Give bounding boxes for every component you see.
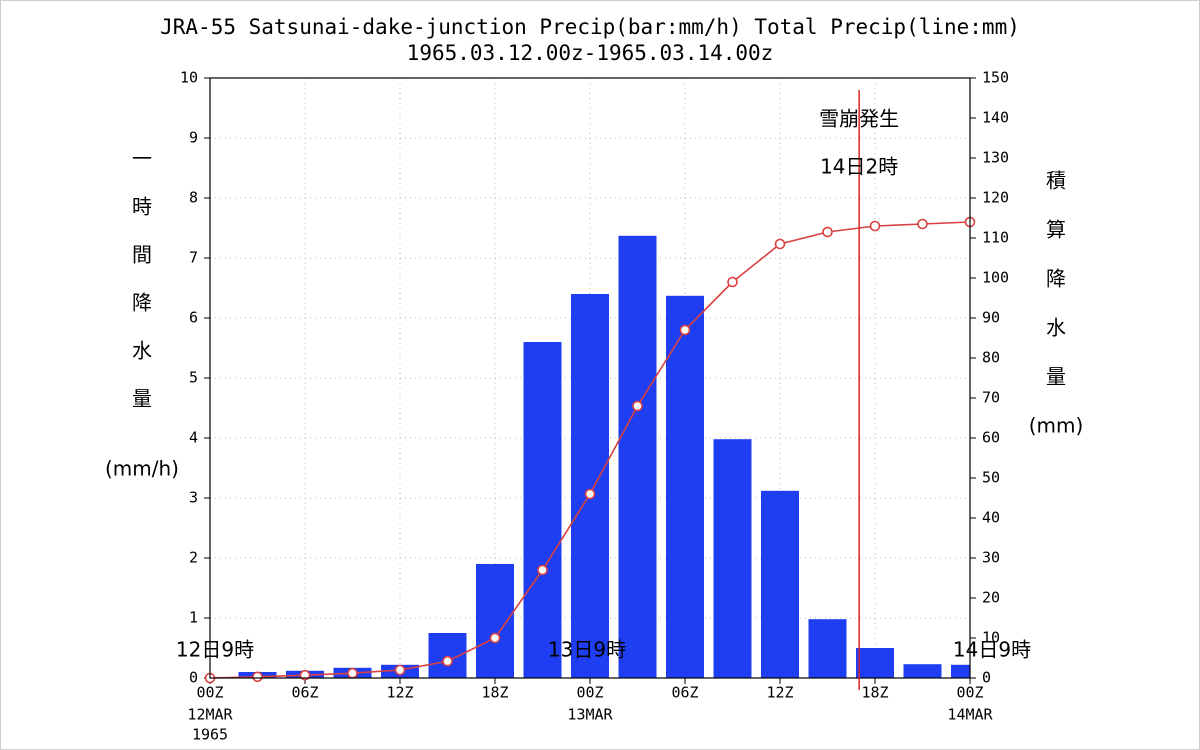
bar <box>666 295 704 678</box>
line-point <box>347 667 358 679</box>
line-point <box>394 664 406 676</box>
y2-tick-label: 140 <box>982 109 1009 127</box>
y-axis-label: (mm/h) <box>105 457 179 481</box>
line-point <box>584 488 596 500</box>
chart-title: JRA-55 Satsunai-dake-junction Precip(bar… <box>160 15 1020 39</box>
y-tick-label: 6 <box>189 309 198 327</box>
line-point <box>489 632 501 644</box>
y2-tick-label: 40 <box>982 509 1000 527</box>
y2-tick-label: 0 <box>982 669 991 687</box>
line-point <box>774 238 786 250</box>
x-tick-label: 12Z <box>766 684 793 702</box>
x-tick-label: 00Z <box>956 684 983 702</box>
bar <box>761 490 799 678</box>
y2-tick-label: 70 <box>982 389 1000 407</box>
event-label: 雪崩発生 <box>819 107 899 131</box>
y2-tick-label: 30 <box>982 549 1000 567</box>
bar <box>903 664 942 678</box>
y2-tick-label: 110 <box>982 229 1009 247</box>
y2-tick-label: 90 <box>982 309 1000 327</box>
line-point <box>822 226 833 238</box>
y-tick-label: 1 <box>189 609 198 627</box>
y-axis-label: 時 <box>132 195 152 219</box>
y-tick-label: 2 <box>189 549 198 567</box>
y2-tick-label: 10 <box>982 629 1000 647</box>
y-tick-label: 10 <box>180 69 198 87</box>
y-axis-label: 水 <box>132 339 152 363</box>
bar <box>951 664 970 678</box>
bar <box>808 619 847 678</box>
line-point <box>537 564 548 576</box>
line-point <box>442 655 453 667</box>
y2-tick-label: 20 <box>982 589 1000 607</box>
bar <box>523 342 562 678</box>
y2-tick-label: 120 <box>982 189 1009 207</box>
y-tick-label: 3 <box>189 489 198 507</box>
y2-axis-label: 算 <box>1046 218 1066 242</box>
x-date-label: 12MAR <box>187 706 233 724</box>
y2-tick-label: 80 <box>982 349 1000 367</box>
x-tick-label: 18Z <box>481 684 508 702</box>
x-tick-label: 06Z <box>671 684 698 702</box>
x-tick-label: 06Z <box>291 684 318 702</box>
line-point <box>632 400 643 412</box>
y2-tick-label: 130 <box>982 149 1009 167</box>
y-axis-label: 降 <box>132 291 152 315</box>
bar <box>856 648 894 678</box>
y-tick-label: 8 <box>189 189 198 207</box>
y2-tick-label: 100 <box>982 269 1009 287</box>
line-point <box>252 671 263 683</box>
y2-tick-label: 60 <box>982 429 1000 447</box>
bar <box>713 439 752 678</box>
y2-tick-label: 150 <box>982 69 1009 87</box>
y-axis-label: 一 <box>132 147 152 171</box>
y2-axis-label: 水 <box>1046 316 1066 340</box>
local-time-label: 14日9時 <box>953 638 1031 662</box>
y-axis-label: 間 <box>132 243 152 267</box>
y2-axis-label: 積 <box>1046 169 1066 193</box>
plot-frame <box>209 77 971 679</box>
y-axis-label: 量 <box>132 387 152 411</box>
y-tick-label: 9 <box>189 129 198 147</box>
y-tick-label: 0 <box>189 669 198 687</box>
bar <box>618 235 657 679</box>
y2-axis-label: (mm) <box>1029 414 1084 438</box>
line-point <box>869 220 881 232</box>
y2-tick-label: 50 <box>982 469 1000 487</box>
line-point <box>917 218 928 230</box>
chart-subtitle: 1965.03.12.00z-1965.03.14.00z <box>407 41 774 65</box>
x-date-label: 14MAR <box>947 706 993 724</box>
x-year-label: 1965 <box>192 726 228 744</box>
bar <box>476 564 514 678</box>
local-time-label: 13日9時 <box>548 638 626 662</box>
x-date-label: 13MAR <box>567 706 613 724</box>
y2-axis-label: 量 <box>1046 365 1066 389</box>
x-tick-label: 00Z <box>196 684 223 702</box>
x-tick-label: 00Z <box>576 684 603 702</box>
local-time-label: 12日9時 <box>176 638 254 662</box>
y-tick-label: 5 <box>189 369 198 387</box>
line-point <box>679 324 691 336</box>
line-point <box>727 276 738 288</box>
x-tick-label: 12Z <box>386 684 413 702</box>
x-tick-label: 18Z <box>861 684 888 702</box>
event-label: 14日2時 <box>820 155 898 179</box>
y-tick-label: 7 <box>189 249 198 267</box>
bar <box>571 294 609 678</box>
y-tick-label: 4 <box>189 429 198 447</box>
y2-axis-label: 降 <box>1046 267 1066 291</box>
